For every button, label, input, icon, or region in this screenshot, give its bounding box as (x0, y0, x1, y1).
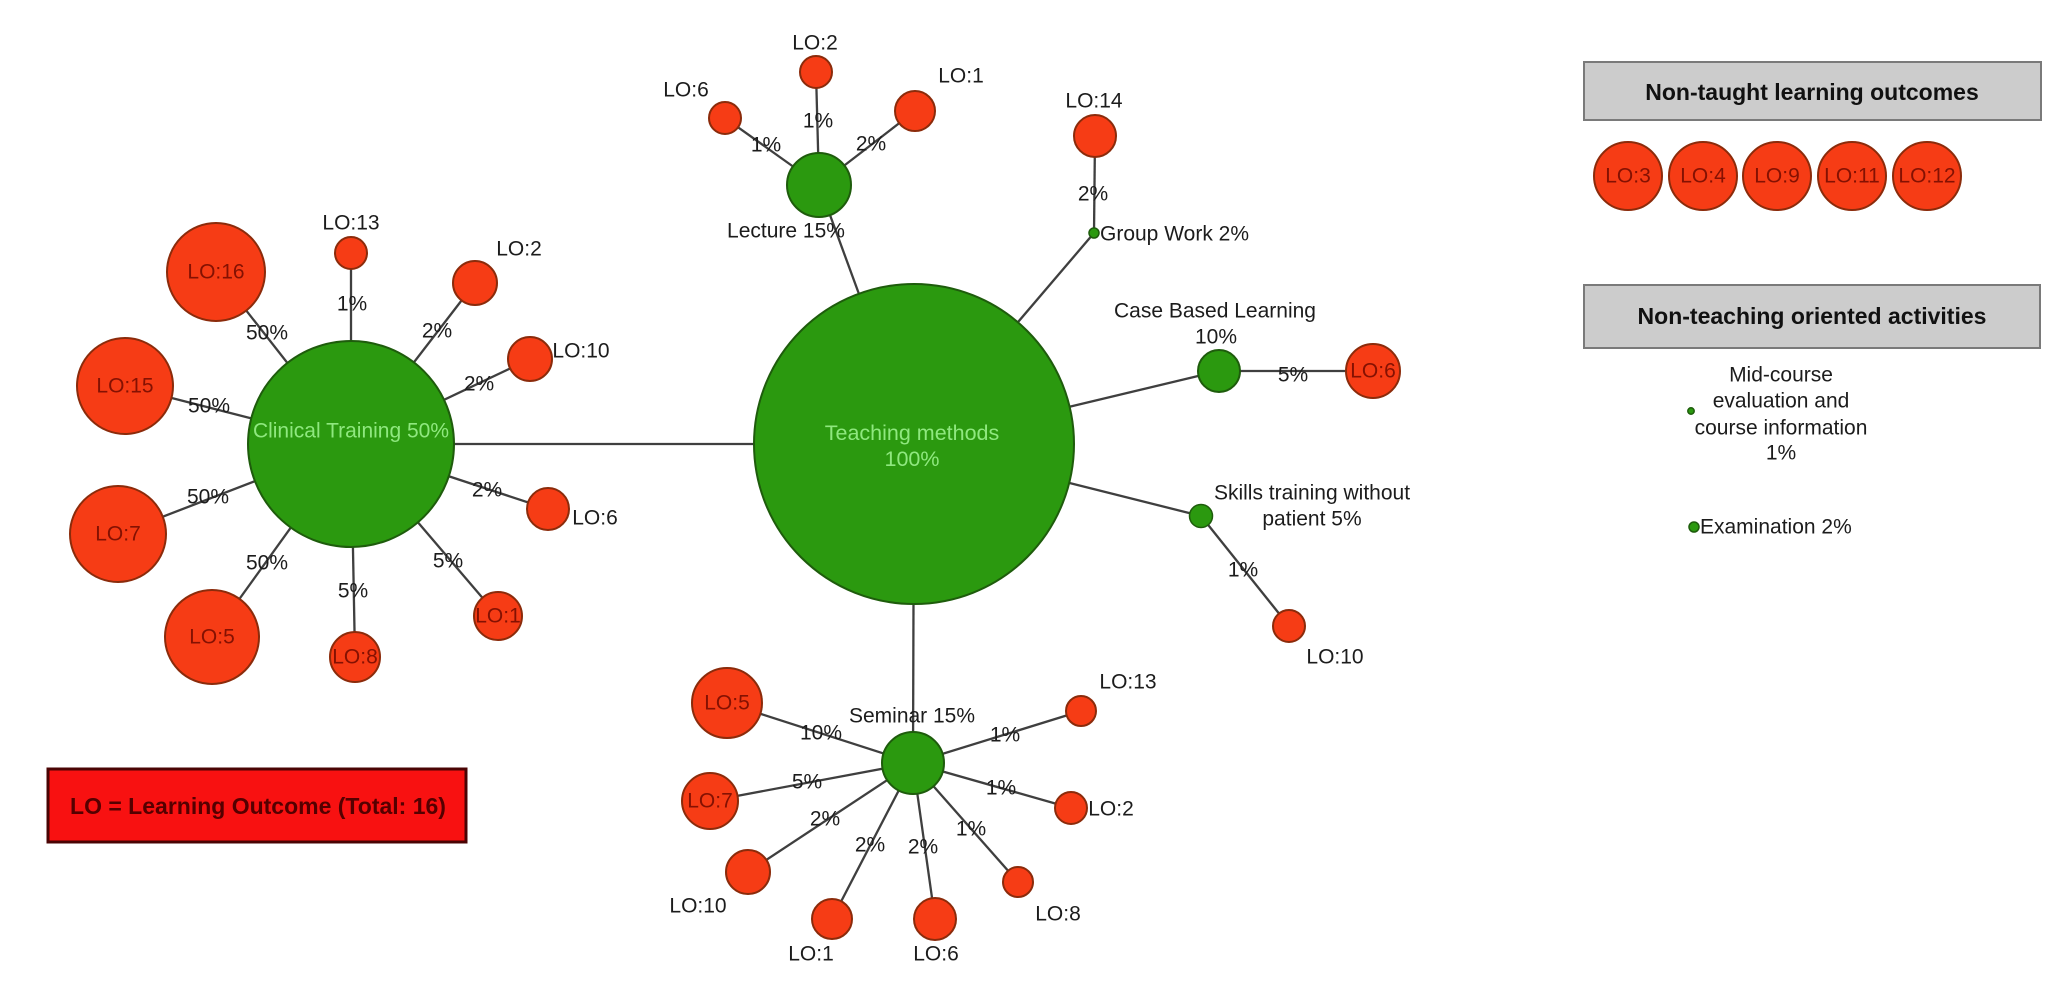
svg-text:50%: 50% (246, 322, 288, 345)
svg-text:Teaching methods: Teaching methods (825, 421, 1000, 445)
svg-text:LO:13: LO:13 (1099, 671, 1156, 694)
svg-text:LO:6: LO:6 (663, 79, 709, 102)
svg-text:LO:8: LO:8 (332, 646, 378, 669)
svg-text:2%: 2% (464, 373, 494, 396)
svg-text:LO:6: LO:6 (913, 943, 959, 966)
svg-text:Examination 2%: Examination 2% (1700, 516, 1852, 539)
svg-text:LO:16: LO:16 (187, 261, 244, 284)
svg-text:LO:9: LO:9 (1754, 165, 1800, 188)
svg-text:LO:4: LO:4 (1680, 165, 1726, 188)
svg-text:LO:3: LO:3 (1605, 165, 1651, 188)
svg-text:2%: 2% (908, 836, 938, 859)
svg-text:LO:5: LO:5 (704, 692, 750, 715)
svg-text:1%: 1% (990, 724, 1020, 747)
svg-text:LO:10: LO:10 (669, 895, 726, 918)
svg-text:LO:8: LO:8 (1035, 903, 1081, 926)
svg-text:patient 5%: patient 5% (1262, 508, 1361, 531)
svg-text:2%: 2% (856, 133, 886, 156)
svg-text:LO:13: LO:13 (322, 212, 379, 235)
svg-text:LO:2: LO:2 (496, 238, 542, 261)
svg-text:LO:1: LO:1 (475, 605, 521, 628)
svg-text:Skills training without: Skills training without (1214, 482, 1410, 505)
svg-text:Lecture 15%: Lecture 15% (727, 220, 845, 243)
svg-text:Mid-course: Mid-course (1729, 364, 1833, 387)
svg-text:10%: 10% (1195, 326, 1237, 349)
svg-text:2%: 2% (810, 808, 840, 831)
svg-text:5%: 5% (433, 550, 463, 573)
svg-text:5%: 5% (338, 580, 368, 603)
svg-text:LO:11: LO:11 (1824, 165, 1880, 188)
svg-text:LO:10: LO:10 (552, 340, 609, 363)
svg-text:LO:10: LO:10 (1306, 646, 1363, 669)
svg-text:1%: 1% (1766, 442, 1796, 465)
svg-text:LO:14: LO:14 (1065, 90, 1123, 113)
svg-text:50%: 50% (187, 486, 229, 509)
svg-text:LO:1: LO:1 (938, 65, 984, 88)
svg-text:5%: 5% (792, 771, 822, 794)
svg-text:LO:6: LO:6 (1350, 360, 1396, 383)
svg-text:LO:2: LO:2 (1088, 798, 1134, 821)
svg-text:1%: 1% (986, 777, 1016, 800)
svg-text:2%: 2% (472, 479, 502, 502)
svg-text:1%: 1% (1228, 559, 1258, 582)
svg-text:1%: 1% (751, 134, 781, 157)
svg-text:course information: course information (1695, 417, 1868, 440)
svg-text:Non-teaching oriented activiti: Non-teaching oriented activities (1638, 303, 1987, 329)
svg-text:LO:2: LO:2 (792, 32, 838, 55)
svg-text:50%: 50% (188, 395, 230, 418)
svg-text:Group Work 2%: Group Work 2% (1100, 223, 1249, 246)
svg-text:Clinical Training 50%: Clinical Training 50% (253, 420, 449, 443)
svg-text:1%: 1% (337, 293, 367, 316)
svg-text:10%: 10% (800, 722, 842, 745)
svg-text:5%: 5% (1278, 364, 1308, 387)
svg-text:2%: 2% (855, 834, 885, 857)
svg-text:Non-taught learning outcomes: Non-taught learning outcomes (1645, 79, 1979, 105)
svg-text:1%: 1% (956, 818, 986, 841)
svg-text:LO:7: LO:7 (95, 523, 141, 546)
svg-text:100%: 100% (885, 447, 940, 471)
svg-text:LO:6: LO:6 (572, 507, 618, 530)
svg-text:1%: 1% (803, 110, 833, 133)
svg-text:LO:7: LO:7 (687, 790, 733, 813)
svg-text:50%: 50% (246, 552, 288, 575)
svg-text:2%: 2% (1078, 183, 1108, 206)
svg-text:LO:1: LO:1 (788, 943, 834, 966)
svg-text:LO = Learning Outcome (Total:: LO = Learning Outcome (Total: 16) (70, 793, 446, 819)
svg-text:LO:15: LO:15 (96, 375, 153, 398)
svg-text:2%: 2% (422, 320, 452, 343)
svg-text:Case Based Learning: Case Based Learning (1114, 300, 1316, 323)
svg-text:LO:5: LO:5 (189, 626, 235, 649)
svg-text:Seminar 15%: Seminar 15% (849, 705, 975, 728)
svg-text:LO:12: LO:12 (1898, 165, 1955, 188)
svg-text:evaluation and: evaluation and (1713, 390, 1850, 413)
